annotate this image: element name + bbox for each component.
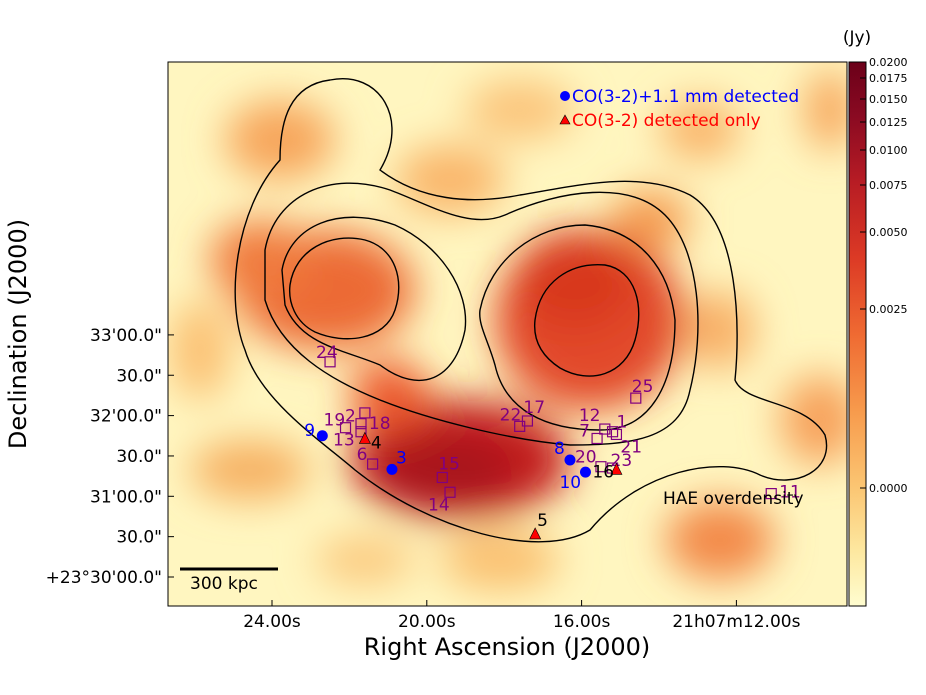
y-tick-label: 30.0": [116, 528, 162, 548]
colorbar: (Jy) 0.0200 0.0175 0.0150 0.0125 0.0100 0.007…: [843, 28, 908, 607]
source-square-marker: [521, 415, 534, 427]
hae-overdensity-label: HAE overdensity: [663, 489, 804, 509]
colorbar-tick-label: 0.0000: [869, 482, 908, 495]
x-axis: 24.00s 20.00s 16.00s 21h07m12.00s: [243, 600, 801, 632]
source-label: 1: [617, 413, 628, 433]
overdensity-contours: [234, 78, 828, 543]
legend-triangle-marker: [559, 114, 571, 125]
x-tick-label: 20.00s: [398, 612, 456, 632]
source-square-marker: [610, 428, 623, 441]
source-co-label: 4: [371, 433, 382, 453]
y-axis: +23°30'00.0" 30.0" 31'00.0" 30.0" 32'00.0" 30…: [46, 326, 174, 588]
source-co-label: 16: [592, 462, 614, 482]
y-tick-label: +23°30'00.0": [46, 568, 162, 588]
source-label: 22: [500, 405, 522, 425]
source-label: 6: [357, 445, 368, 465]
source-square-marker: [436, 471, 448, 484]
legend: CO(3-2)+1.1 mm detected CO(3-2) detected…: [559, 87, 799, 131]
source-co-marker: [610, 462, 623, 475]
source-mm-label: 10: [559, 473, 581, 493]
source-co-marker: [358, 431, 371, 444]
source-label: 15: [438, 454, 460, 474]
source-label: 2: [345, 407, 356, 427]
source-label: 25: [632, 377, 654, 397]
source-mm-marker: [386, 463, 398, 475]
source-square-marker: [339, 422, 352, 434]
colorbar-tick-label: 0.0175: [869, 72, 908, 85]
x-tick-label: 21h07m12.00s: [672, 612, 800, 632]
legend-label-mm: CO(3-2)+1.1 mm detected: [572, 87, 799, 107]
legend-circle-marker: [560, 91, 570, 101]
source-mm-label: 3: [396, 448, 407, 468]
y-tick-label: 30.0": [116, 447, 162, 467]
source-square-marker: [355, 426, 367, 438]
source-label: 7: [579, 421, 590, 441]
plot-frame: [167, 61, 848, 607]
source-mm-marker: [564, 454, 576, 466]
y-axis-title: Declination (J2000): [4, 219, 32, 449]
colorbar-tick-label: 0.0125: [869, 116, 908, 129]
contour-level-3: [281, 216, 676, 431]
colorbar-tick-label: 0.0050: [869, 226, 908, 239]
x-tick-label: 24.00s: [243, 612, 301, 632]
source-square-marker: [606, 426, 619, 438]
colorbar-tick-label: 0.0075: [869, 179, 908, 192]
source-square-marker: [630, 392, 642, 404]
colorbar-ticks: 0.0200 0.0175 0.0150 0.0125 0.0100 0.0075 0.00…: [860, 56, 908, 495]
scale-bar-label: 300 kpc: [190, 574, 258, 594]
co-intensity-map: [168, 62, 847, 606]
colorbar-tick-label: 0.0025: [869, 303, 908, 316]
source-label: 11: [779, 483, 801, 503]
y-tick-label: 33'00.0": [90, 326, 162, 346]
source-square-marker: [444, 486, 456, 498]
source-label: 21: [620, 437, 642, 457]
source-co-marker: [529, 527, 542, 540]
source-label: 24: [316, 343, 338, 363]
source-label: 19: [324, 411, 346, 431]
source-co-label: 5: [537, 511, 548, 531]
source-square-marker: [359, 407, 371, 419]
x-axis-title: Right Ascension (J2000): [364, 633, 651, 661]
source-label: 18: [369, 414, 391, 434]
contour-level-2: [264, 182, 699, 446]
legend-label-co: CO(3-2) detected only: [572, 111, 761, 131]
source-label: 12: [579, 406, 601, 426]
contour-level-1: [234, 78, 828, 543]
scale-bar: 300 kpc: [180, 567, 278, 594]
source-square-marker: [599, 423, 611, 435]
source-mm-label: 9: [304, 421, 315, 441]
colorbar-unit: (Jy): [843, 28, 871, 48]
source-square-marker: [324, 356, 336, 368]
source-square-marker: [591, 432, 603, 445]
source-label: 14: [428, 495, 450, 515]
y-tick-label: 31'00.0": [90, 487, 162, 507]
source-label: 17: [523, 398, 545, 418]
colorbar-gradient: [848, 61, 867, 607]
source-mm-marker: [579, 466, 591, 478]
colorbar-tick-label: 0.0100: [869, 144, 908, 157]
source-square-marker: [355, 418, 367, 430]
y-tick-label: 30.0": [116, 366, 162, 386]
y-tick-label: 32'00.0": [90, 407, 162, 427]
source-square-marker: [765, 488, 777, 500]
source-mm-label: 8: [554, 439, 565, 459]
colorbar-tick-label: 0.0200: [869, 56, 908, 69]
contour-level-4: [288, 237, 640, 377]
source-mm-marker: [316, 430, 328, 442]
x-tick-label: 16.00s: [553, 612, 611, 632]
source-label: 13: [333, 431, 355, 451]
source-label: 20: [575, 448, 597, 468]
source-square-marker: [595, 461, 607, 473]
source-square-marker: [367, 458, 379, 470]
colorbar-tick-label: 0.0150: [869, 93, 908, 106]
